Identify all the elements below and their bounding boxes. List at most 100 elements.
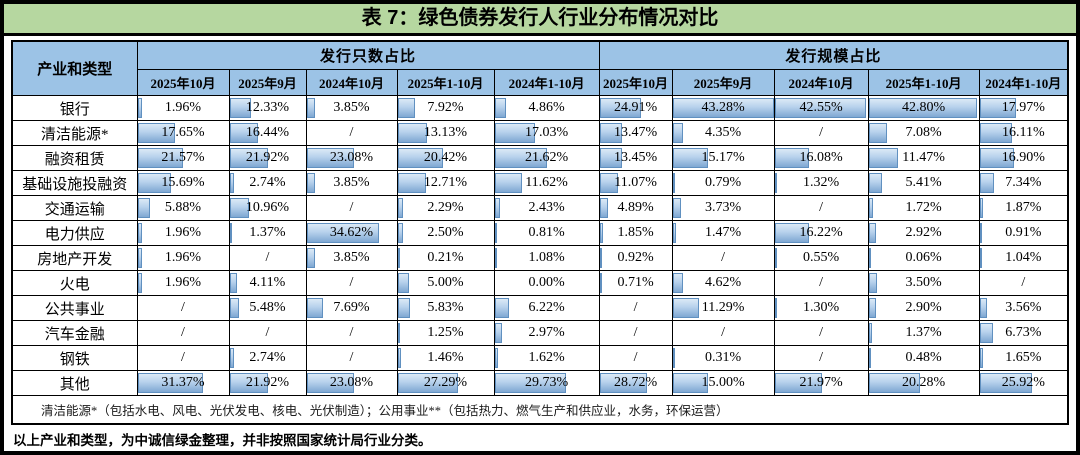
- value-text: 13.45%: [613, 150, 658, 165]
- value-cell: 20.42%: [396, 145, 495, 171]
- data-bar: [495, 148, 547, 168]
- value-text: /: [633, 300, 638, 315]
- value-cell: /: [305, 270, 398, 296]
- value-text: 12.33%: [245, 100, 290, 115]
- data-bar: [869, 148, 898, 168]
- data-bar: [869, 123, 887, 143]
- data-bar: [673, 123, 683, 143]
- value-text: 11.07%: [614, 175, 657, 190]
- table-row: 交通运输 5.88% 10.96% / 2.29% 2.43% 4.89% 3.73% / 1.7…: [11, 195, 1069, 221]
- value-cell: /: [305, 320, 398, 346]
- value-cell: 7.92%: [396, 95, 495, 121]
- data-bar: [495, 373, 566, 393]
- value-text: 5.41%: [905, 175, 942, 190]
- value-cell: 16.08%: [773, 145, 869, 171]
- value-cell: 3.85%: [305, 245, 398, 271]
- table-header: 产业和类型 发行只数占比 发行规模占比 2025年10月 2025年9月 2024年10月…: [11, 40, 1069, 96]
- value-text: 21.62%: [524, 150, 569, 165]
- data-bar: [398, 323, 401, 343]
- value-text: 1.96%: [164, 100, 202, 115]
- data-bar: [673, 198, 682, 218]
- value-text: 23.08%: [329, 150, 374, 165]
- value-text: 21.97%: [799, 375, 843, 390]
- value-cell: 2.74%: [228, 170, 307, 196]
- data-bar: [398, 248, 400, 268]
- data-bar: [230, 198, 249, 218]
- table-row: 其他 31.37% 21.92% 23.08% 27.29% 29.73% 28.72% 15…: [11, 370, 1069, 396]
- distribution-table: 产业和类型 发行只数占比 发行规模占比 2025年10月 2025年9月 2024年10月…: [11, 40, 1070, 425]
- table-row: 基础设施投融资 15.69% 2.74% 3.85% 12.71% 11.62% 11.07…: [11, 170, 1069, 196]
- value-text: /: [265, 325, 270, 340]
- value-cell: 11.62%: [493, 170, 600, 196]
- value-text: 1.37%: [249, 225, 286, 240]
- data-bar: [398, 273, 409, 293]
- value-cell: 1.37%: [228, 220, 307, 246]
- data-bar: [869, 198, 873, 218]
- value-text: /: [819, 125, 823, 140]
- value-cell: 23.08%: [305, 145, 398, 171]
- value-text: 4.62%: [704, 275, 742, 290]
- value-text: 1.25%: [427, 325, 464, 340]
- value-text: 31.37%: [161, 375, 205, 390]
- value-cell: 4.35%: [671, 120, 775, 146]
- table-row: 融资租赁 21.57% 21.92% 23.08% 20.42% 21.62% 13.45%…: [11, 145, 1069, 171]
- value-cell: /: [598, 320, 673, 346]
- data-bar: [495, 298, 510, 318]
- row-label: 火电: [11, 270, 138, 296]
- value-cell: 0.21%: [396, 245, 495, 271]
- value-text: 15.69%: [161, 175, 205, 190]
- value-cell: 23.08%: [305, 370, 398, 396]
- value-text: 5.00%: [427, 275, 464, 290]
- data-bar: [869, 98, 978, 118]
- data-bar: [307, 98, 315, 118]
- value-text: 6.73%: [1005, 325, 1042, 340]
- value-cell: 13.13%: [396, 120, 495, 146]
- data-bar: [673, 98, 774, 118]
- value-text: /: [349, 325, 354, 340]
- value-text: 5.48%: [249, 300, 286, 315]
- data-bar: [600, 273, 602, 293]
- value-text: 1.85%: [617, 225, 654, 240]
- value-cell: 2.50%: [396, 220, 495, 246]
- value-text: 2.29%: [427, 200, 464, 215]
- value-text: /: [181, 325, 185, 340]
- value-cell: 3.56%: [978, 295, 1069, 321]
- value-text: 12.71%: [423, 175, 468, 190]
- value-cell: 2.43%: [493, 195, 600, 221]
- footnote-row: 清洁能源*（包括水电、风电、光伏发电、核电、光伏制造）；公用事业**（包括热力、…: [11, 395, 1069, 425]
- value-cell: 0.79%: [671, 170, 775, 196]
- data-bar: [600, 248, 602, 268]
- data-bar: [138, 223, 142, 243]
- data-bar: [869, 373, 921, 393]
- data-bar: [980, 123, 1013, 143]
- data-bar: [138, 148, 183, 168]
- value-text: 21.92%: [245, 375, 290, 390]
- value-text: /: [819, 200, 823, 215]
- data-bar: [398, 98, 416, 118]
- table-row: 公共事业 / 5.48% 7.69% 5.83% 6.22% / 11.29% 1.30% 2.9…: [11, 295, 1069, 321]
- value-text: 2.50%: [427, 225, 464, 240]
- table-body: 银行 1.96% 12.33% 3.85% 7.92% 4.86% 24.91% 43.28%…: [11, 95, 1069, 396]
- value-cell: 42.80%: [867, 95, 980, 121]
- data-bar: [307, 298, 323, 318]
- data-bar: [980, 98, 1016, 118]
- data-bar: [138, 248, 142, 268]
- value-text: /: [349, 200, 354, 215]
- table-row: 火电 1.96% 4.11% / 5.00% 0.00% 0.71% 4.62% / 3.50% /: [11, 270, 1069, 296]
- value-text: 11.62%: [525, 175, 568, 190]
- value-cell: 21.57%: [136, 145, 230, 171]
- row-label: 房地产开发: [11, 245, 138, 271]
- value-text: 17.97%: [1001, 100, 1045, 115]
- value-text: 3.56%: [1005, 300, 1042, 315]
- value-text: 1.96%: [164, 225, 202, 240]
- value-text: 5.88%: [164, 200, 202, 215]
- value-cell: 5.00%: [396, 270, 495, 296]
- value-text: 29.73%: [524, 375, 569, 390]
- value-cell: 1.62%: [493, 345, 600, 371]
- value-cell: 15.17%: [671, 145, 775, 171]
- data-bar: [775, 173, 778, 193]
- row-label: 基础设施投融资: [11, 170, 138, 196]
- value-text: 20.42%: [423, 150, 468, 165]
- column-header: 2024年1-10月: [978, 69, 1069, 96]
- data-bar: [775, 248, 777, 268]
